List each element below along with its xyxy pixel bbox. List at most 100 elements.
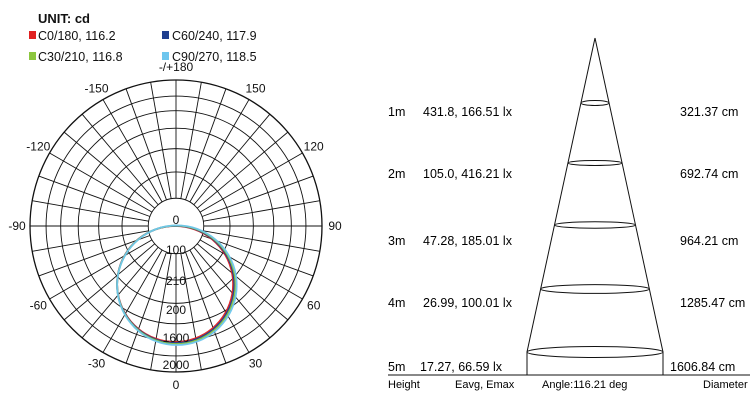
polar-spoke bbox=[185, 88, 227, 201]
cone-ellipse bbox=[580, 100, 610, 106]
illuminance-cone-diagram: 1m 431.8, 166.51 lx 321.37 cm 2m 105.0, … bbox=[388, 37, 750, 391]
legend-label-c60-240: C60/240, 117.9 bbox=[172, 29, 257, 43]
legend-swatch-c0-180 bbox=[29, 31, 36, 39]
cone-row-diameter: 1285.47 cm bbox=[680, 296, 745, 310]
cone-row-values: 17.27, 66.59 lx bbox=[420, 360, 503, 374]
cone-row-3m: 3m 47.28, 185.01 lx 964.21 cm bbox=[388, 234, 738, 248]
polar-spoke bbox=[199, 152, 303, 213]
intensity-curve-3 bbox=[116, 224, 238, 346]
legend-label-c30-210: C30/210, 116.8 bbox=[38, 50, 123, 64]
polar-spoke bbox=[199, 239, 303, 300]
cone-row-height: 1m bbox=[388, 105, 405, 119]
polar-spoke bbox=[81, 246, 159, 339]
polar-spoke bbox=[63, 131, 156, 209]
legend-item-c30-210: C30/210, 116.8 bbox=[29, 50, 123, 64]
polar-radial-label: 0 bbox=[173, 213, 180, 227]
polar-spoke bbox=[201, 235, 314, 277]
polar-radial-label: 1600 bbox=[163, 331, 190, 345]
polar-spoke bbox=[203, 230, 320, 252]
cone-row-diameter: 1606.84 cm bbox=[670, 360, 735, 374]
polar-spoke bbox=[102, 99, 163, 203]
polar-spoke bbox=[196, 131, 289, 209]
polar-spoke bbox=[102, 249, 163, 353]
polar-curves bbox=[116, 224, 238, 346]
polar-angle-label: 60 bbox=[307, 299, 321, 313]
polar-spoke bbox=[63, 243, 156, 321]
polar-radial-label: 210 bbox=[166, 274, 186, 288]
polar-spoke bbox=[81, 113, 159, 206]
legend-item-c0-180: C0/180, 116.2 bbox=[29, 29, 116, 43]
unit-label: UNIT: cd bbox=[38, 11, 90, 26]
cone-row-diameter: 964.21 cm bbox=[680, 234, 738, 248]
polar-angle-label: -90 bbox=[8, 219, 26, 233]
legend-swatch-c90-270 bbox=[162, 52, 169, 60]
polar-spoke bbox=[38, 235, 151, 277]
footer-eavg-label: Eavg, Emax bbox=[455, 379, 515, 391]
polar-radial-label: 2000 bbox=[163, 358, 190, 372]
cone-row-diameter: 321.37 cm bbox=[680, 105, 738, 119]
polar-angle-label: 0 bbox=[173, 378, 180, 392]
cone-row-values: 431.8, 166.51 lx bbox=[423, 105, 513, 119]
cone-row-values: 105.0, 416.21 lx bbox=[423, 167, 513, 181]
cone-ellipse bbox=[526, 346, 664, 358]
cone-row-2m: 2m 105.0, 416.21 lx 692.74 cm bbox=[388, 167, 738, 181]
polar-angle-label: 150 bbox=[245, 81, 265, 95]
cone-row-4m: 4m 26.99, 100.01 lx 1285.47 cm bbox=[388, 296, 745, 310]
legend-item-c90-270: C90/270, 118.5 bbox=[162, 50, 257, 64]
polar-angle-label: -/+180 bbox=[159, 60, 194, 74]
cone-row-height: 4m bbox=[388, 296, 405, 310]
cone-row-diameter: 692.74 cm bbox=[680, 167, 738, 181]
polar-spoke bbox=[185, 251, 227, 364]
legend-label-c0-180: C0/180, 116.2 bbox=[38, 29, 116, 43]
legend-item-c60-240: C60/240, 117.9 bbox=[162, 29, 257, 43]
cone-row-5m: 5m 17.27, 66.59 lx 1606.84 cm bbox=[388, 360, 735, 374]
polar-grid bbox=[29, 79, 323, 373]
polar-angle-label: 120 bbox=[304, 140, 324, 154]
polar-spoke bbox=[193, 113, 271, 206]
cone-row-values: 26.99, 100.01 lx bbox=[423, 296, 513, 310]
polar-angle-label: 30 bbox=[249, 357, 263, 371]
legend-swatch-c60-240 bbox=[162, 31, 169, 39]
cone-left-edge bbox=[526, 37, 596, 353]
polar-spoke bbox=[38, 175, 151, 217]
polar-diagram: UNIT: cd C0/180, 116.2 C60/240, 117.9 C3… bbox=[8, 11, 342, 392]
polar-spoke bbox=[32, 230, 149, 252]
polar-spoke bbox=[196, 243, 289, 321]
footer-diameter-label: Diameter bbox=[703, 379, 748, 391]
polar-spoke bbox=[189, 249, 250, 353]
polar-radial-labels: 0 100 210 200 1600 2000 bbox=[163, 213, 190, 372]
polar-spoke bbox=[125, 251, 167, 364]
polar-spoke bbox=[49, 239, 153, 300]
cone-row-height: 5m bbox=[388, 360, 405, 374]
polar-angle-label: -120 bbox=[26, 140, 50, 154]
polar-spoke bbox=[203, 200, 320, 222]
polar-spoke bbox=[180, 253, 202, 370]
polar-angle-label: -150 bbox=[84, 81, 108, 95]
polar-spoke bbox=[150, 82, 172, 199]
polar-spoke bbox=[32, 200, 149, 222]
polar-legend: C0/180, 116.2 C60/240, 117.9 C30/210, 11… bbox=[29, 29, 257, 64]
cone-ellipse bbox=[540, 284, 650, 294]
cone-footer: Height Eavg, Emax Angle:116.21 deg Diame… bbox=[388, 379, 748, 391]
cone-lines bbox=[388, 37, 750, 376]
polar-angle-labels: -/+180 -150 150 -120 120 -90 90 -60 60 -30 30 0 bbox=[8, 60, 342, 392]
polar-spoke bbox=[150, 253, 172, 370]
cone-row-height: 2m bbox=[388, 167, 405, 181]
polar-radial-label: 200 bbox=[166, 303, 186, 317]
polar-spoke bbox=[201, 175, 314, 217]
polar-spoke bbox=[189, 99, 250, 203]
polar-angle-label: -60 bbox=[30, 299, 48, 313]
cone-row-values: 47.28, 185.01 lx bbox=[423, 234, 513, 248]
polar-angle-label: 90 bbox=[328, 219, 342, 233]
polar-angle-label: -30 bbox=[88, 357, 106, 371]
legend-label-c90-270: C90/270, 118.5 bbox=[172, 50, 257, 64]
footer-angle-label: Angle:116.21 deg bbox=[542, 379, 627, 391]
legend-swatch-c30-210 bbox=[29, 52, 36, 60]
footer-height-label: Height bbox=[388, 379, 420, 391]
cone-right-edge bbox=[594, 37, 664, 353]
cone-row-height: 3m bbox=[388, 234, 405, 248]
polar-spoke bbox=[180, 82, 202, 199]
polar-spoke bbox=[125, 88, 167, 201]
